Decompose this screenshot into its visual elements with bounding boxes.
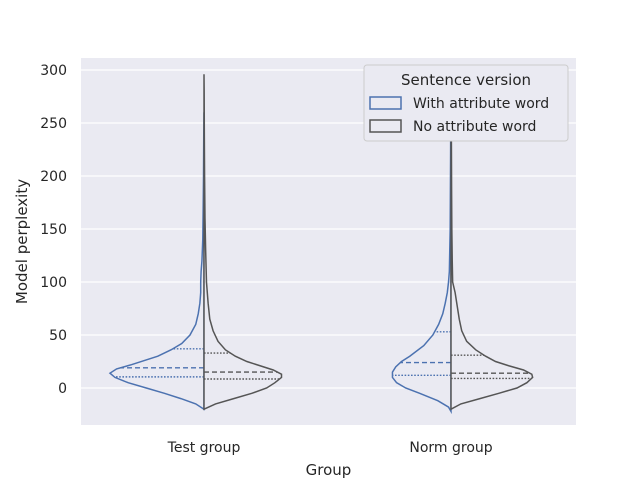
x-tick-label: Test group xyxy=(167,440,241,456)
legend-label-with-attribute-word: With attribute word xyxy=(413,96,549,112)
violin-half xyxy=(203,74,283,411)
y-tick-label: 300 xyxy=(40,63,67,79)
violin-half xyxy=(108,112,205,411)
y-tick-label: 150 xyxy=(40,222,67,238)
x-axis-label: Group xyxy=(306,461,352,479)
y-tick-labels: 0 50 100 150 200 250 300 xyxy=(40,63,67,397)
legend: Sentence version With attribute word No … xyxy=(363,64,569,142)
x-tick-labels: Test group Norm group xyxy=(167,440,493,456)
y-axis-label: Model perplexity xyxy=(13,179,31,304)
legend-frame xyxy=(363,64,569,142)
legend-swatch-no-attribute-word xyxy=(369,119,402,133)
y-tick-label: 250 xyxy=(40,116,67,132)
y-tick-label: 100 xyxy=(40,275,67,291)
legend-label-no-attribute-word: No attribute word xyxy=(413,119,536,135)
violins xyxy=(108,74,534,415)
legend-swatch-with-attribute-word xyxy=(369,96,402,110)
y-tick-label: 50 xyxy=(49,328,67,344)
y-tick-label: 0 xyxy=(58,381,67,397)
legend-title: Sentence version xyxy=(401,71,531,89)
violin-half xyxy=(450,85,534,411)
x-tick-label: Norm group xyxy=(409,440,492,456)
y-tick-label: 200 xyxy=(40,169,67,185)
